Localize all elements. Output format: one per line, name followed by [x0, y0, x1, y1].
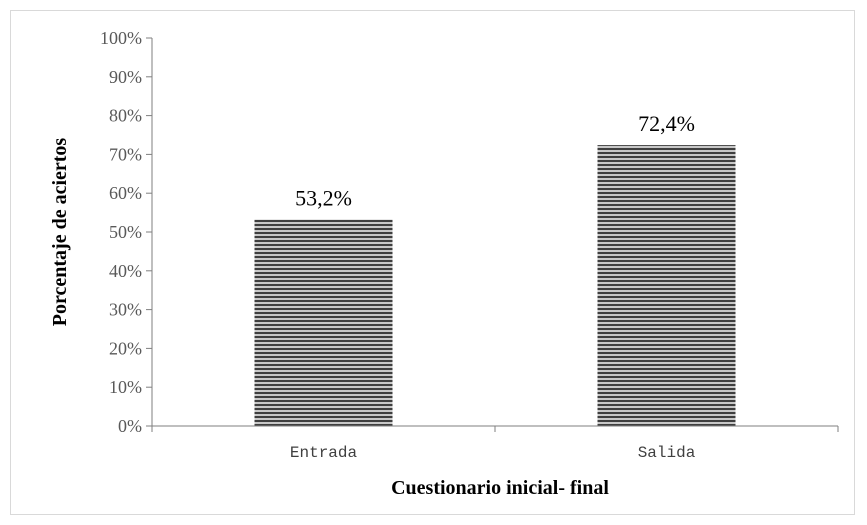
y-tick-label: 20% [109, 338, 142, 358]
y-tick-label: 100% [100, 28, 142, 48]
y-axis: 0% 10% 20% 30% 40% 50% 60% 70% 80% 90% 100% [100, 28, 153, 436]
y-tick-label: 80% [109, 106, 142, 126]
x-axis: Entrada Salida [151, 425, 839, 462]
y-tick-label: 50% [109, 222, 142, 242]
y-tick-label: 90% [109, 67, 142, 87]
bar-entrada [254, 219, 393, 426]
y-tick-label: 70% [109, 144, 142, 164]
y-tick-label: 60% [109, 183, 142, 203]
y-tick-label: 10% [109, 377, 142, 397]
x-axis-title: Cuestionario inicial- final [391, 477, 609, 499]
bar-salida [597, 145, 736, 426]
y-tick-label: 0% [118, 416, 142, 436]
data-label: 72,4% [638, 111, 695, 136]
y-tick-label: 30% [109, 300, 142, 320]
data-label: 53,2% [295, 186, 352, 211]
y-axis-title: Porcentaje de aciertos [49, 138, 71, 327]
x-tick-label: Entrada [290, 444, 358, 462]
y-tick-label: 40% [109, 261, 142, 281]
bars: 53,2% 72,4% [254, 111, 736, 426]
x-tick-label: Salida [638, 444, 696, 462]
